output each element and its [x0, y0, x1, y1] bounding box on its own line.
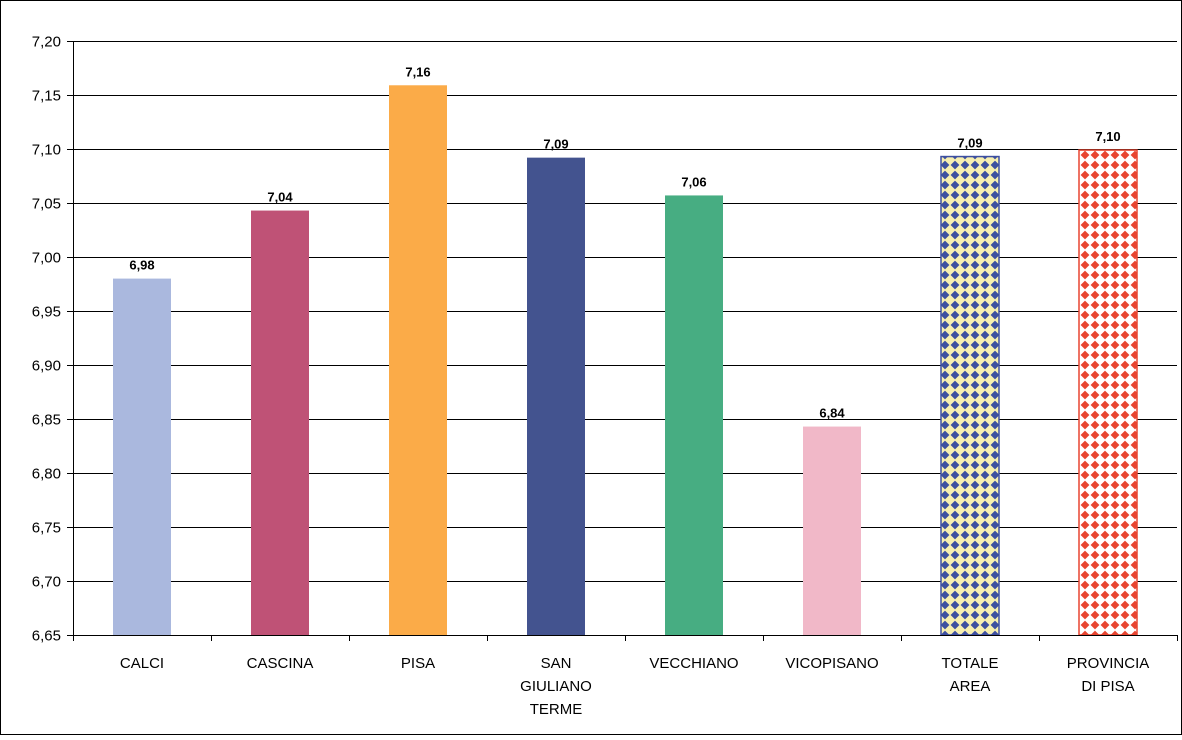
- y-tick-label: 7,05: [32, 196, 61, 213]
- data-label: 7,16: [405, 64, 430, 79]
- gridlines: [73, 41, 1177, 582]
- x-category-label: VECCHIANO: [649, 655, 738, 672]
- y-tick-label: 6,90: [32, 358, 61, 375]
- data-label: 6,98: [129, 258, 154, 273]
- data-label: 7,09: [543, 137, 568, 152]
- data-label: 7,09: [957, 136, 982, 151]
- bar-3: [527, 157, 585, 635]
- x-category-label: VICOPISANO: [785, 655, 878, 672]
- y-tick-label: 7,15: [32, 88, 61, 105]
- x-category-label: GIULIANO: [520, 678, 592, 695]
- y-tick-label: 6,80: [32, 466, 61, 483]
- bar-5: [803, 426, 861, 635]
- y-tick-label: 7,00: [32, 250, 61, 267]
- x-category-label: SAN: [541, 655, 572, 672]
- data-label: 7,04: [267, 190, 293, 205]
- y-tick-label: 7,10: [32, 142, 61, 159]
- bars: [113, 85, 1138, 636]
- x-category-label: CALCI: [120, 655, 164, 672]
- data-label: 7,06: [681, 174, 706, 189]
- bar-2: [389, 85, 447, 635]
- x-category-label: CASCINA: [247, 655, 314, 672]
- axes: [67, 41, 1178, 641]
- data-label: 6,84: [819, 406, 845, 421]
- y-tick-label: 7,20: [32, 34, 61, 51]
- data-label: 7,10: [1095, 129, 1120, 144]
- y-tick-label: 6,85: [32, 412, 61, 429]
- x-category-label: TOTALE: [942, 655, 999, 672]
- bar-0: [113, 278, 171, 635]
- bar-6: [940, 155, 1000, 636]
- x-category-label: PROVINCIA: [1067, 655, 1150, 672]
- bar-1: [251, 210, 309, 635]
- x-category-label: AREA: [950, 678, 991, 695]
- x-category-label: TERME: [530, 701, 583, 718]
- y-tick-label: 6,75: [32, 520, 61, 537]
- x-category-label: PISA: [401, 655, 435, 672]
- y-tick-label: 6,70: [32, 574, 61, 591]
- bar-4: [665, 195, 723, 635]
- y-tick-label: 6,65: [32, 628, 61, 645]
- bar-7: [1078, 149, 1138, 636]
- labels: 6,65 6,70 6,75 6,80 6,85 6,90 6,95 7,00 7,05 7,10…: [32, 34, 1149, 719]
- y-tick-label: 6,95: [32, 304, 61, 321]
- x-category-label: DI PISA: [1081, 678, 1134, 695]
